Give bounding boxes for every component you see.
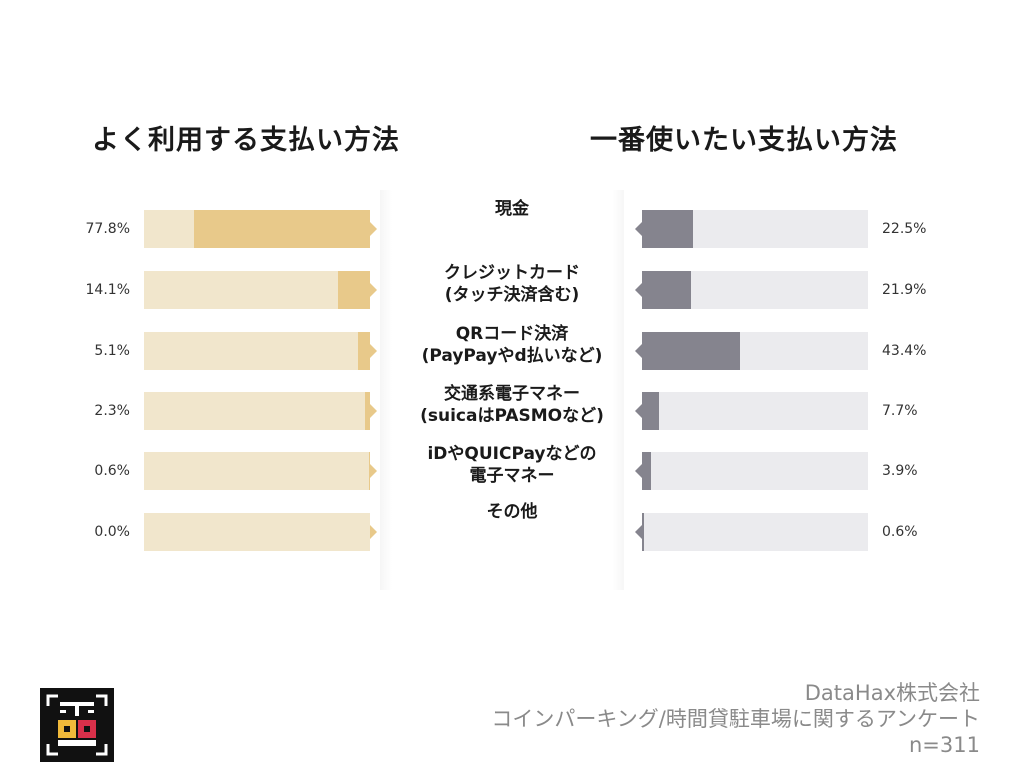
right-bar-track <box>642 392 868 430</box>
right-bar-track <box>642 271 868 309</box>
right-bar <box>642 513 644 551</box>
right-arrow-icon <box>635 464 642 478</box>
left-bar <box>364 392 370 430</box>
chart-row: 5.1% QRコード決済 (PayPayやd払いなど) 43.4% <box>0 320 1024 382</box>
right-value-label: 7.7% <box>882 403 918 419</box>
left-arrow-icon <box>370 464 377 478</box>
right-arrow-icon <box>635 404 642 418</box>
right-bar <box>642 392 660 430</box>
left-value-label: 0.0% <box>94 524 130 540</box>
right-value-label: 21.9% <box>882 282 927 298</box>
right-bar-track <box>642 332 868 370</box>
left-bar <box>338 271 370 309</box>
chart-row: 14.1% クレジットカード (タッチ決済含む) 21.9% <box>0 259 1024 321</box>
datahax-logo-icon <box>40 688 114 762</box>
left-arrow-icon <box>370 283 377 297</box>
right-arrow-icon <box>635 525 642 539</box>
chart-row: 0.6% iDやQUICPayなどの 電子マネー 3.9% <box>0 440 1024 502</box>
category-label: 現金 <box>495 199 529 219</box>
left-bar-track <box>144 392 370 430</box>
right-bar <box>642 271 692 309</box>
left-bar-track <box>144 513 370 551</box>
right-bar <box>642 452 651 490</box>
category-label: クレジットカード (タッチ決済含む) <box>444 263 580 305</box>
right-bar-track <box>642 452 868 490</box>
left-bar-track <box>144 332 370 370</box>
left-value-label: 14.1% <box>85 282 130 298</box>
category-label: iDやQUICPayなどの 電子マネー <box>427 444 597 486</box>
left-bar <box>368 452 370 490</box>
left-value-label: 77.8% <box>85 221 130 237</box>
left-panel-shadow <box>380 190 392 590</box>
right-arrow-icon <box>635 344 642 358</box>
chart-row: 77.8% 現金 22.5% <box>0 198 1024 260</box>
category-label: QRコード決済 (PayPayやd払いなど) <box>421 324 603 366</box>
right-bar-track <box>642 210 868 248</box>
left-value-label: 0.6% <box>94 463 130 479</box>
left-bar <box>194 210 370 248</box>
chart-row: 2.3% 交通系電子マネー (suicaはPASMOなど) 7.7% <box>0 380 1024 442</box>
footer-sample-size: n=311 <box>909 733 980 757</box>
left-arrow-icon <box>370 344 377 358</box>
right-panel-shadow <box>612 190 624 590</box>
right-arrow-icon <box>635 283 642 297</box>
left-bar-track <box>144 271 370 309</box>
right-value-label: 3.9% <box>882 463 918 479</box>
left-arrow-icon <box>370 222 377 236</box>
right-value-label: 22.5% <box>882 221 927 237</box>
right-bar-track <box>642 513 868 551</box>
right-arrow-icon <box>635 222 642 236</box>
right-value-label: 0.6% <box>882 524 918 540</box>
right-value-label: 43.4% <box>882 343 927 359</box>
right-chart-title: 一番使いたい支払い方法 <box>590 125 898 156</box>
left-bar-track <box>144 452 370 490</box>
left-chart-title: よく利用する支払い方法 <box>92 125 400 156</box>
left-arrow-icon <box>370 525 377 539</box>
category-label: 交通系電子マネー (suicaはPASMOなど) <box>420 384 604 426</box>
footer-survey-title: コインパーキング/時間貸駐車場に関するアンケート <box>491 707 980 731</box>
footer-company: DataHax株式会社 <box>804 681 980 705</box>
right-bar <box>642 210 693 248</box>
right-bar <box>642 332 741 370</box>
chart-row: 0.0% その他 0.6% <box>0 501 1024 563</box>
category-label: その他 <box>486 502 538 522</box>
left-value-label: 2.3% <box>94 403 130 419</box>
left-bar <box>358 332 370 370</box>
left-value-label: 5.1% <box>94 343 130 359</box>
left-bar-track <box>144 210 370 248</box>
left-arrow-icon <box>370 404 377 418</box>
